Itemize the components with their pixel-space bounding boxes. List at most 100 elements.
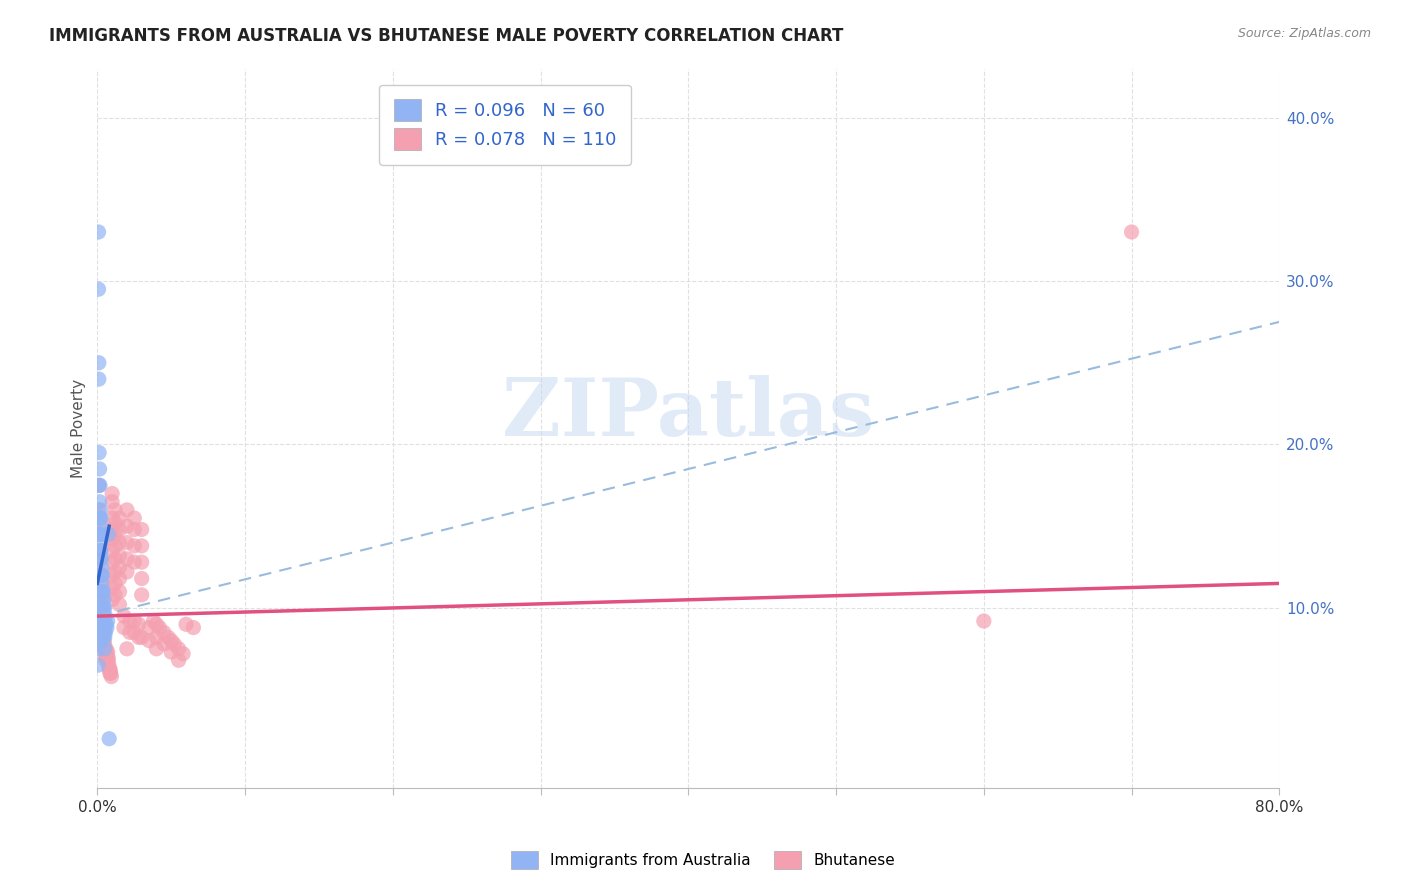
Point bbox=[93, 601, 115, 615]
Point bbox=[124, 625, 146, 640]
Point bbox=[89, 478, 111, 492]
Point bbox=[89, 565, 111, 579]
Point bbox=[153, 625, 176, 640]
Point bbox=[91, 614, 114, 628]
Point bbox=[91, 621, 114, 635]
Point bbox=[108, 535, 131, 549]
Point bbox=[124, 555, 146, 569]
Point bbox=[93, 637, 115, 651]
Point bbox=[87, 356, 110, 370]
Point bbox=[94, 653, 117, 667]
Point bbox=[90, 604, 112, 618]
Point bbox=[91, 584, 114, 599]
Point bbox=[96, 653, 118, 667]
Legend: Immigrants from Australia, Bhutanese: Immigrants from Australia, Bhutanese bbox=[505, 845, 901, 875]
Point bbox=[93, 614, 115, 628]
Point bbox=[115, 565, 138, 579]
Point bbox=[91, 621, 114, 635]
Point bbox=[128, 631, 150, 645]
Point bbox=[157, 631, 180, 645]
Point bbox=[98, 663, 121, 677]
Point bbox=[131, 523, 153, 537]
Point bbox=[124, 539, 146, 553]
Point bbox=[118, 625, 141, 640]
Point bbox=[124, 523, 146, 537]
Point bbox=[90, 543, 112, 558]
Point bbox=[101, 523, 124, 537]
Point bbox=[87, 478, 110, 492]
Point bbox=[91, 609, 114, 624]
Point bbox=[89, 519, 111, 533]
Point bbox=[87, 282, 110, 296]
Point bbox=[94, 621, 117, 635]
Point bbox=[94, 650, 117, 665]
Point bbox=[93, 592, 115, 607]
Point bbox=[104, 503, 127, 517]
Point bbox=[131, 555, 153, 569]
Point bbox=[104, 516, 127, 530]
Point bbox=[90, 584, 112, 599]
Point bbox=[115, 535, 138, 549]
Point bbox=[90, 543, 112, 558]
Point bbox=[138, 633, 160, 648]
Point bbox=[87, 225, 110, 239]
Point bbox=[108, 549, 131, 563]
Point bbox=[89, 478, 111, 492]
Point bbox=[93, 617, 115, 632]
Point bbox=[89, 503, 111, 517]
Point bbox=[87, 658, 110, 673]
Point bbox=[97, 614, 120, 628]
Point bbox=[167, 641, 190, 656]
Point bbox=[87, 372, 110, 386]
Point bbox=[91, 614, 114, 628]
Point bbox=[89, 494, 111, 508]
Point bbox=[97, 645, 120, 659]
Point bbox=[131, 631, 153, 645]
Point bbox=[90, 625, 112, 640]
Point bbox=[94, 609, 117, 624]
Legend: R = 0.096   N = 60, R = 0.078   N = 110: R = 0.096 N = 60, R = 0.078 N = 110 bbox=[380, 85, 631, 165]
Point bbox=[96, 650, 118, 665]
Point bbox=[90, 609, 112, 624]
Point bbox=[90, 633, 112, 648]
Point bbox=[90, 511, 112, 525]
Point bbox=[91, 568, 114, 582]
Point bbox=[93, 641, 115, 656]
Point bbox=[90, 527, 112, 541]
Point bbox=[138, 621, 160, 635]
Point bbox=[93, 641, 115, 656]
Point bbox=[93, 621, 115, 635]
Point bbox=[98, 661, 121, 675]
Point bbox=[148, 621, 170, 635]
Point bbox=[89, 552, 111, 566]
Point bbox=[90, 527, 112, 541]
Point bbox=[131, 572, 153, 586]
Point bbox=[89, 511, 111, 525]
Point bbox=[118, 614, 141, 628]
Point bbox=[145, 617, 167, 632]
Point bbox=[90, 560, 112, 574]
Point bbox=[101, 543, 124, 558]
Point bbox=[90, 568, 112, 582]
Point bbox=[104, 565, 127, 579]
Point bbox=[183, 621, 205, 635]
Point bbox=[101, 582, 124, 596]
Point bbox=[96, 641, 118, 656]
Point bbox=[98, 663, 121, 677]
Point bbox=[89, 543, 111, 558]
Point bbox=[160, 645, 183, 659]
Point bbox=[91, 631, 114, 645]
Point bbox=[1121, 225, 1143, 239]
Point bbox=[115, 641, 138, 656]
Point bbox=[100, 666, 122, 681]
Point bbox=[89, 527, 111, 541]
Point bbox=[101, 568, 124, 582]
Point bbox=[104, 576, 127, 591]
Point bbox=[90, 592, 112, 607]
Point bbox=[973, 614, 995, 628]
Point bbox=[93, 609, 115, 624]
Point bbox=[98, 731, 121, 746]
Point bbox=[101, 533, 124, 547]
Point bbox=[115, 552, 138, 566]
Point bbox=[91, 584, 114, 599]
